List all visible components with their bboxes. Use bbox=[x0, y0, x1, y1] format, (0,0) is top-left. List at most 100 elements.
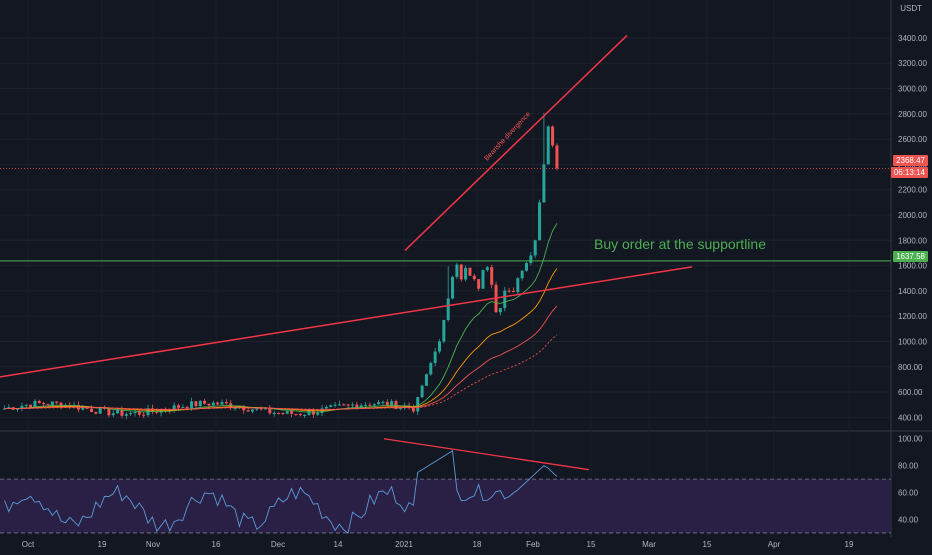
candle-body bbox=[98, 407, 102, 414]
candle-body bbox=[198, 400, 202, 407]
candle-body bbox=[281, 412, 285, 414]
candle-body bbox=[29, 404, 33, 408]
candle-body bbox=[277, 412, 281, 414]
candle-body bbox=[129, 413, 133, 415]
candle-body bbox=[7, 407, 11, 409]
candle bbox=[333, 402, 337, 408]
time-tick-label: Mar bbox=[642, 540, 656, 549]
candle-body bbox=[190, 401, 194, 409]
candle-body bbox=[294, 413, 298, 415]
ema-line-1 bbox=[4, 223, 558, 413]
candle-body bbox=[155, 411, 159, 413]
candle bbox=[46, 403, 50, 406]
candle bbox=[477, 279, 481, 292]
candle bbox=[485, 266, 489, 272]
candle-body bbox=[307, 410, 311, 415]
candle-body bbox=[285, 410, 289, 414]
candle bbox=[377, 399, 381, 405]
candle bbox=[277, 412, 281, 415]
candle bbox=[90, 405, 93, 413]
time-tick-label: 15 bbox=[703, 540, 712, 549]
candle-body bbox=[20, 405, 24, 409]
candle bbox=[216, 401, 220, 406]
candle-body bbox=[520, 270, 524, 279]
candle bbox=[3, 405, 6, 410]
price-tick-label: 3400.00 bbox=[898, 34, 927, 43]
candle bbox=[324, 405, 328, 409]
candle-body bbox=[185, 406, 189, 409]
candle bbox=[555, 143, 559, 171]
time-tick-label: Feb bbox=[526, 540, 540, 549]
candle-body bbox=[464, 267, 468, 280]
candle-body bbox=[472, 275, 476, 280]
price-tick-label: 1400.00 bbox=[898, 287, 927, 296]
candle-body bbox=[224, 402, 228, 404]
candle-body bbox=[416, 397, 420, 412]
candle bbox=[181, 404, 185, 408]
candle-body bbox=[55, 401, 59, 403]
candle-body bbox=[233, 407, 237, 409]
candle-body bbox=[24, 404, 28, 406]
candle bbox=[198, 400, 202, 407]
candle bbox=[368, 402, 372, 407]
candle bbox=[546, 125, 550, 165]
candle-body bbox=[50, 401, 54, 406]
candle bbox=[124, 412, 128, 420]
candle-body bbox=[385, 401, 389, 406]
candle bbox=[268, 404, 272, 415]
candle-body bbox=[203, 400, 207, 404]
candle bbox=[490, 264, 494, 289]
candle-body bbox=[481, 270, 485, 289]
last-price-tag: 2368.47 bbox=[893, 155, 928, 166]
price-tick-label: 2800.00 bbox=[898, 110, 927, 119]
candle-body bbox=[111, 413, 115, 416]
candle bbox=[433, 347, 437, 367]
candle bbox=[459, 263, 463, 282]
upper-trendline bbox=[404, 34, 628, 251]
candle-body bbox=[181, 406, 185, 408]
price-tick-label: 3000.00 bbox=[898, 85, 927, 94]
time-tick-label: 2021 bbox=[395, 540, 413, 549]
candle bbox=[129, 410, 133, 416]
price-tick-label: 3200.00 bbox=[898, 59, 927, 68]
candle-body bbox=[442, 319, 446, 342]
candle-body bbox=[177, 405, 180, 408]
candle-body bbox=[451, 276, 455, 299]
candle bbox=[281, 412, 285, 416]
support-price-tag: 1637.58 bbox=[893, 251, 928, 262]
candle bbox=[303, 414, 307, 418]
candle-body bbox=[246, 410, 250, 412]
candle-body bbox=[368, 404, 372, 406]
candle-body bbox=[207, 403, 211, 406]
candle-body bbox=[346, 404, 350, 406]
candle-body bbox=[133, 412, 137, 414]
candle-body bbox=[546, 126, 550, 165]
candle bbox=[220, 399, 224, 406]
candle bbox=[351, 402, 354, 408]
time-tick-label: Apr bbox=[768, 540, 781, 549]
candle bbox=[429, 361, 433, 376]
candle bbox=[346, 403, 350, 409]
candle bbox=[511, 287, 515, 293]
time-tick-label: 19 bbox=[98, 540, 107, 549]
candle bbox=[529, 251, 533, 266]
candle-body bbox=[372, 404, 376, 406]
rsi-divergence-line bbox=[383, 438, 590, 471]
candle-body bbox=[551, 126, 555, 146]
candle bbox=[246, 408, 250, 412]
divergence-annotation: Bearishe divergence bbox=[483, 111, 532, 163]
candle-body bbox=[250, 409, 254, 412]
price-tick-label: 1600.00 bbox=[898, 262, 927, 271]
candle bbox=[55, 401, 59, 405]
time-tick-label: Nov bbox=[146, 540, 160, 549]
candle bbox=[329, 404, 333, 408]
candle bbox=[285, 410, 289, 415]
candle-body bbox=[211, 402, 215, 406]
candle-body bbox=[242, 406, 246, 411]
candle-body bbox=[94, 411, 98, 414]
candle-body bbox=[37, 400, 41, 403]
candle-body bbox=[351, 404, 354, 406]
candle-body bbox=[525, 263, 528, 271]
